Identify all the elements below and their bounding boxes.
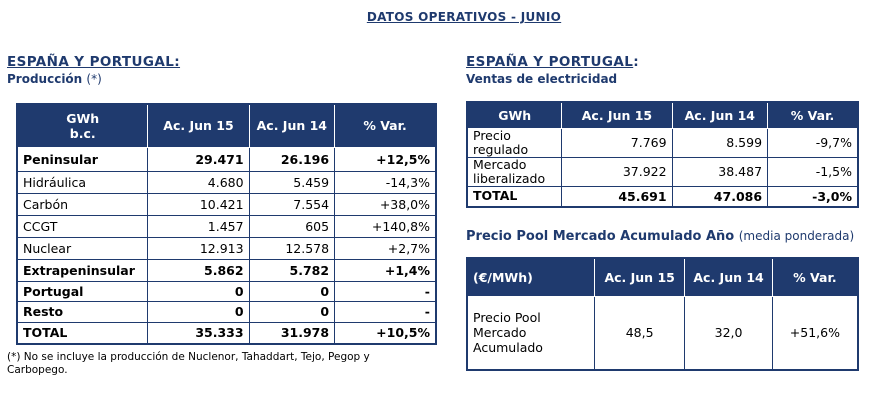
row-label: Nuclear: [16, 236, 149, 260]
pool-row-ac-jun15: 48,5: [593, 295, 686, 371]
pool-col-header-ac-jun14: Ac. Jun 14: [684, 257, 773, 297]
row-ac-jun14: 0: [248, 280, 336, 302]
sales-col-header-ac-jun14: Ac. Jun 14: [671, 101, 769, 129]
row-label: Resto: [16, 300, 149, 323]
row-label: Portugal: [16, 280, 149, 302]
row-var: +10,5%: [334, 321, 437, 345]
row-ac-jun15: 7.769: [561, 127, 673, 158]
row-ac-jun15: 37.922: [561, 156, 673, 187]
row-var: -3,0%: [767, 185, 859, 208]
row-ac-jun14: 47.086: [671, 185, 769, 208]
row-ac-jun15: 0: [147, 280, 250, 302]
table-row: Resto 0 0-: [16, 300, 437, 323]
table-row: Extrapeninsular 5.862 5.782 +1,4%: [16, 258, 437, 282]
table-row: Precio regulado 7.769 8.599 -9,7%: [466, 127, 859, 158]
row-var: +1,4%: [334, 258, 437, 282]
sales-col-header-var: % Var.: [767, 101, 859, 129]
table-row: CCGT 1.457 605 +140,8%: [16, 214, 437, 238]
row-var: -1,5%: [767, 156, 859, 187]
row-ac-jun14: 31.978: [248, 321, 336, 345]
table-row: TOTAL 45.691 47.086 -3,0%: [466, 185, 859, 208]
footnote: (*) No se incluye la producción de Nucle…: [7, 351, 370, 376]
row-var: +12,5%: [334, 146, 437, 172]
row-ac-jun15: 1.457: [147, 214, 250, 238]
row-ac-jun15: 29.471: [147, 146, 250, 172]
row-ac-jun15: 10.421: [147, 192, 250, 216]
pool-row: Precio Pool Mercado Acumulado 48,5 32,0 …: [466, 295, 859, 371]
pool-row-label: Precio Pool Mercado Acumulado: [466, 295, 595, 371]
row-ac-jun15: 45.691: [561, 185, 673, 208]
sales-col-header-gwh: GWh: [466, 101, 563, 129]
right-subtitle: Ventas de electricidad: [466, 72, 618, 86]
row-var: +38,0%: [334, 192, 437, 216]
row-label: TOTAL: [16, 321, 149, 345]
page-title: DATOS OPERATIVOS - JUNIO: [366, 10, 562, 24]
pool-row-var: +51,6%: [771, 295, 859, 371]
col-header-ac-jun14: Ac. Jun 14: [248, 103, 336, 148]
pool-col-header-unit: (€/MWh): [466, 257, 595, 297]
sales-table: GWh Ac. Jun 15 Ac. Jun 14 % Var. Precio …: [466, 101, 859, 208]
row-label: Precio regulado: [466, 127, 563, 158]
row-var: +2,7%: [334, 236, 437, 260]
row-var: -: [334, 280, 437, 302]
row-ac-jun15: 0: [147, 300, 250, 323]
row-ac-jun15: 35.333: [147, 321, 250, 345]
row-ac-jun14: 5.459: [248, 170, 336, 194]
col-header-var: % Var.: [334, 103, 437, 148]
row-ac-jun14: 7.554: [248, 192, 336, 216]
row-ac-jun15: 5.862: [147, 258, 250, 282]
row-ac-jun15: 12.913: [147, 236, 250, 260]
left-subtitle: Producción (*): [7, 72, 102, 86]
table-row: Mercado liberalizado 37.922 38.487 -1,5%: [466, 156, 859, 187]
table-row: Portugal 0 0-: [16, 280, 437, 302]
pool-row-ac-jun14: 32,0: [684, 295, 773, 371]
row-label: Peninsular: [16, 146, 149, 172]
sales-col-header-ac-jun15: Ac. Jun 15: [561, 101, 673, 129]
production-table: GWh b.c. Ac. Jun 15 Ac. Jun 14 % Var. Pe…: [16, 103, 437, 345]
table-row: TOTAL 35.333 31.978 +10,5%: [16, 321, 437, 345]
pool-title: Precio Pool Mercado Acumulado Año (media…: [466, 229, 855, 244]
row-var: +140,8%: [334, 214, 437, 238]
table-row: Nuclear 12.913 12.578 +2,7%: [16, 236, 437, 260]
table-row: Peninsular 29.471 26.196 +12,5%: [16, 146, 437, 172]
right-section-title: ESPAÑA Y PORTUGAL:: [466, 54, 640, 70]
row-ac-jun14: 605: [248, 214, 336, 238]
pool-col-header-ac-jun15: Ac. Jun 15: [593, 257, 686, 297]
row-ac-jun14: 5.782: [248, 258, 336, 282]
row-label: Hidráulica: [16, 170, 149, 194]
col-header-ac-jun15: Ac. Jun 15: [147, 103, 250, 148]
row-var: -: [334, 300, 437, 323]
row-var: -14,3%: [334, 170, 437, 194]
table-row: Carbón 10.421 7.554 +38,0%: [16, 192, 437, 216]
row-label: TOTAL: [466, 185, 563, 208]
row-ac-jun14: 12.578: [248, 236, 336, 260]
row-ac-jun14: 8.599: [671, 127, 769, 158]
row-label: Extrapeninsular: [16, 258, 149, 282]
row-label: CCGT: [16, 214, 149, 238]
row-ac-jun14: 0: [248, 300, 336, 323]
left-section-title: ESPAÑA Y PORTUGAL:: [7, 54, 181, 70]
col-header-gwh: GWh b.c.: [16, 103, 149, 148]
pool-col-header-var: % Var.: [771, 257, 859, 297]
row-ac-jun14: 26.196: [248, 146, 336, 172]
row-var: -9,7%: [767, 127, 859, 158]
table-row: Hidráulica 4.680 5.459 -14,3%: [16, 170, 437, 194]
pool-table: (€/MWh) Ac. Jun 15 Ac. Jun 14 % Var. Pre…: [466, 257, 859, 371]
row-label: Mercado liberalizado: [466, 156, 563, 187]
row-ac-jun14: 38.487: [671, 156, 769, 187]
row-label: Carbón: [16, 192, 149, 216]
row-ac-jun15: 4.680: [147, 170, 250, 194]
